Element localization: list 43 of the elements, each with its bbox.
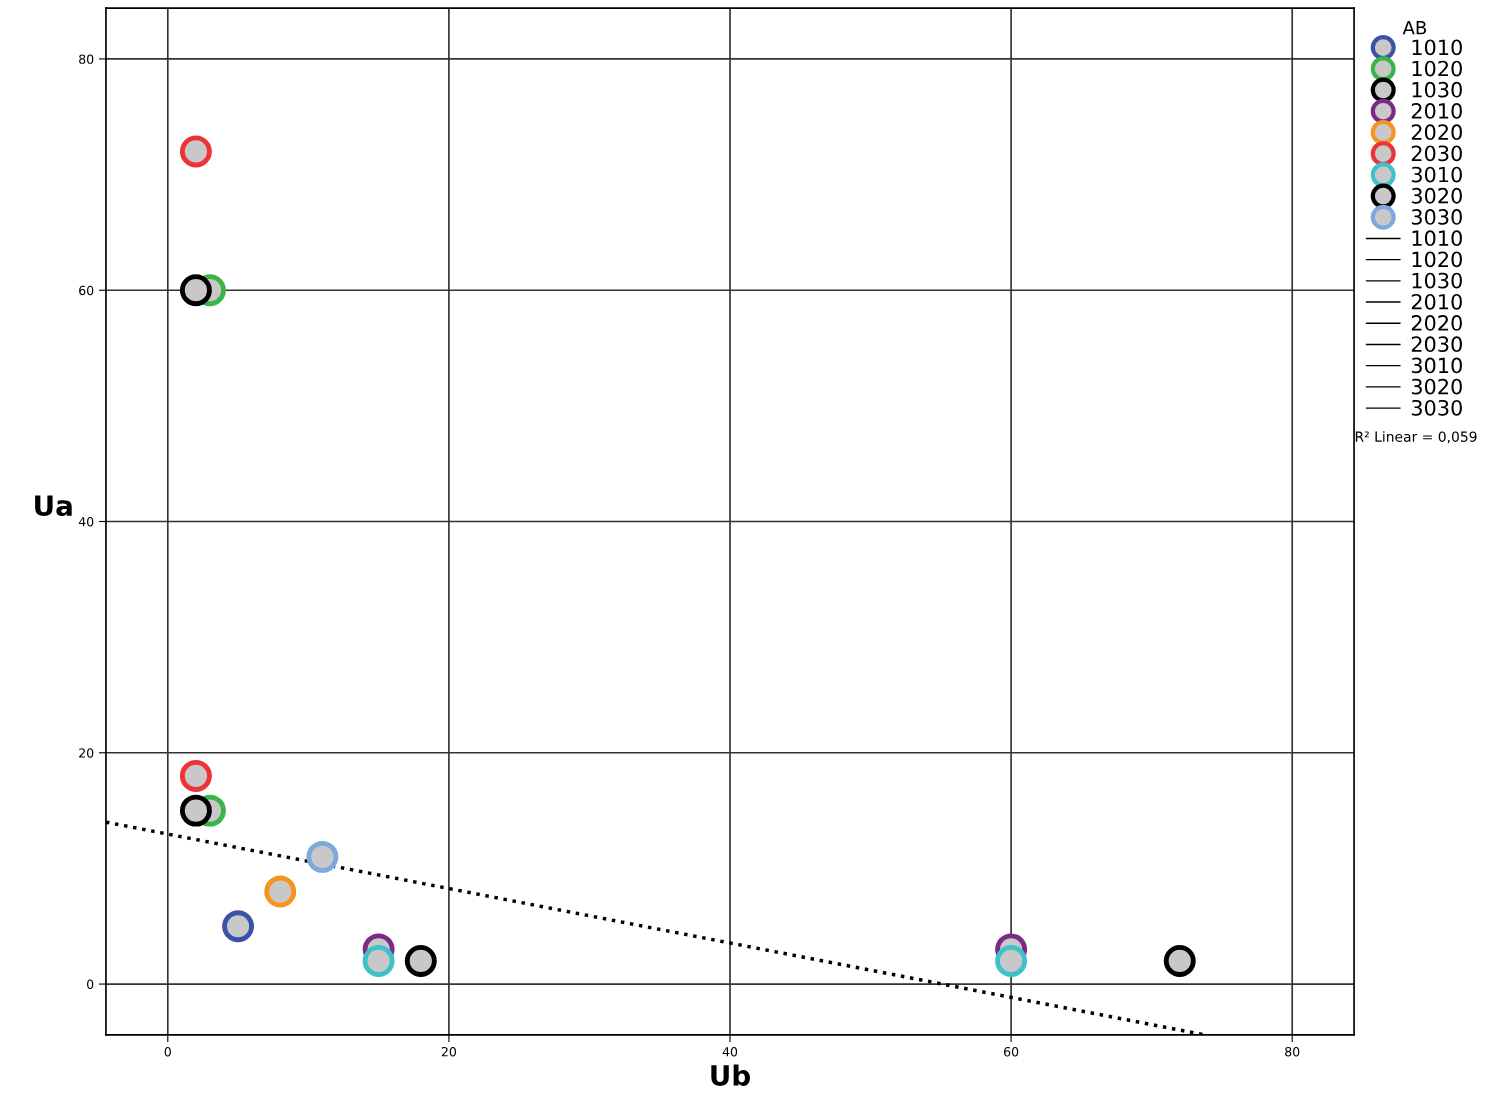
point	[179, 759, 212, 792]
point	[404, 944, 437, 977]
legend-label: 2020	[1411, 124, 1462, 141]
y-axis-title: Ua	[35, 495, 72, 517]
point	[306, 840, 339, 873]
legend-label: 1030	[1412, 272, 1462, 289]
x-tick-label: 0	[164, 1046, 171, 1057]
point	[1163, 944, 1196, 977]
legend-label: 3010	[1411, 357, 1462, 374]
legend-label: 1020	[1412, 60, 1462, 77]
legend-label: 3020	[1411, 187, 1462, 204]
legend-label: 2020	[1411, 315, 1462, 331]
y-tick-label: 0	[87, 979, 94, 989]
y-tick-label: 80	[79, 54, 94, 64]
text: R² Linear = 0,059	[1355, 431, 1477, 444]
legend-label: 3020	[1411, 378, 1462, 395]
legend-label: 3030	[1411, 209, 1462, 225]
point	[222, 910, 255, 943]
legend-label: 3030	[1411, 399, 1462, 416]
legend-label: 2030	[1411, 336, 1462, 353]
legend-title: AB	[1402, 21, 1427, 35]
x-tick-label: 20	[441, 1046, 457, 1057]
point	[179, 794, 212, 827]
x-tick-label: 40	[722, 1046, 738, 1057]
legend-label: 1030	[1412, 81, 1462, 98]
legend-label: 3010	[1411, 166, 1462, 183]
y-tick-label: 60	[79, 285, 94, 296]
legend-label: 1020	[1412, 251, 1462, 268]
point	[362, 944, 395, 977]
legend-label: 2010	[1411, 103, 1462, 119]
point	[995, 944, 1028, 977]
y-tick-label: 40	[78, 516, 94, 527]
point	[264, 875, 297, 908]
y-tick-label: 20	[79, 748, 94, 758]
point	[179, 135, 212, 168]
x-tick-label: 80	[1285, 1046, 1300, 1057]
legend-label: 2030	[1411, 145, 1462, 162]
x-axis-title: Ub	[711, 1064, 750, 1086]
x-tick-label: 60	[1004, 1046, 1019, 1057]
legend-label: 2010	[1411, 293, 1462, 310]
legend-label: 1010	[1412, 39, 1462, 56]
point	[179, 274, 212, 307]
legend-label: 1010	[1412, 230, 1462, 247]
